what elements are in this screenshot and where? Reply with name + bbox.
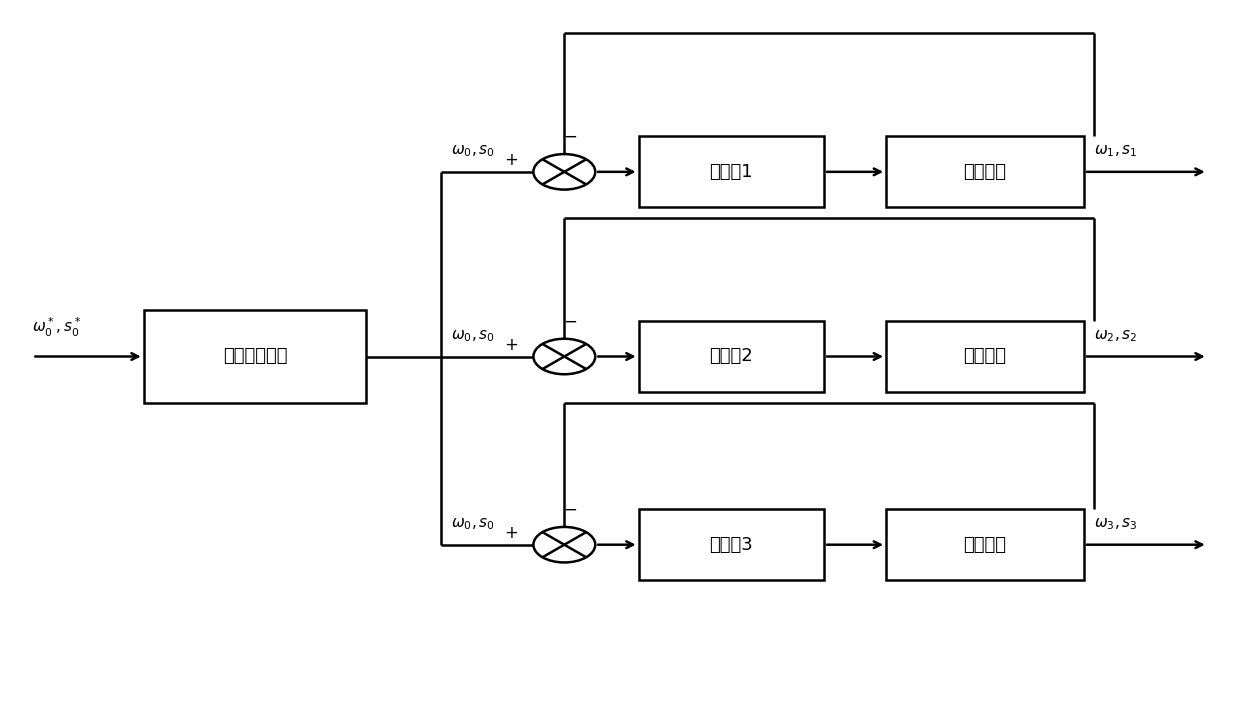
- Text: 输送电机: 输送电机: [963, 535, 1007, 554]
- Text: $\omega_3,s_3$: $\omega_3,s_3$: [1094, 516, 1137, 532]
- Text: 虚拟主轴模型: 虚拟主轴模型: [223, 347, 288, 366]
- Text: 送料电机: 送料电机: [963, 347, 1007, 366]
- Text: +: +: [505, 151, 518, 170]
- Text: −: −: [563, 312, 578, 330]
- Text: 放卷电机: 放卷电机: [963, 163, 1007, 181]
- Text: $\omega_0,s_0$: $\omega_0,s_0$: [450, 328, 495, 344]
- Text: −: −: [563, 501, 578, 518]
- Text: −: −: [563, 128, 578, 145]
- Text: $\omega_1,s_1$: $\omega_1,s_1$: [1094, 143, 1137, 159]
- FancyBboxPatch shape: [639, 321, 825, 392]
- FancyBboxPatch shape: [639, 509, 825, 580]
- Text: $\omega_2,s_2$: $\omega_2,s_2$: [1094, 328, 1137, 344]
- Text: $\omega_0,s_0$: $\omega_0,s_0$: [450, 516, 495, 532]
- Text: $\omega_0,s_0$: $\omega_0,s_0$: [450, 143, 495, 159]
- Text: +: +: [505, 336, 518, 354]
- Text: +: +: [505, 524, 518, 543]
- FancyBboxPatch shape: [887, 136, 1084, 207]
- Text: 控制剹2: 控制剹2: [709, 347, 753, 366]
- FancyBboxPatch shape: [887, 321, 1084, 392]
- FancyBboxPatch shape: [639, 136, 825, 207]
- Text: 控制剹3: 控制剹3: [709, 535, 753, 554]
- FancyBboxPatch shape: [144, 310, 366, 403]
- Text: 控制剹1: 控制剹1: [709, 163, 753, 181]
- Text: $\omega_0^*,s_0^*$: $\omega_0^*,s_0^*$: [32, 316, 82, 339]
- FancyBboxPatch shape: [887, 509, 1084, 580]
